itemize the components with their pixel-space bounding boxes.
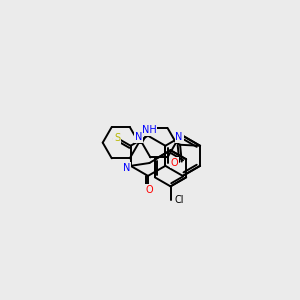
Text: NH: NH [142,125,156,136]
Text: N: N [176,132,183,142]
Text: N: N [123,163,130,173]
Text: N: N [135,132,142,142]
Text: O: O [145,184,153,195]
Text: Cl: Cl [174,195,184,205]
Text: S: S [114,133,120,143]
Text: O: O [171,158,178,168]
